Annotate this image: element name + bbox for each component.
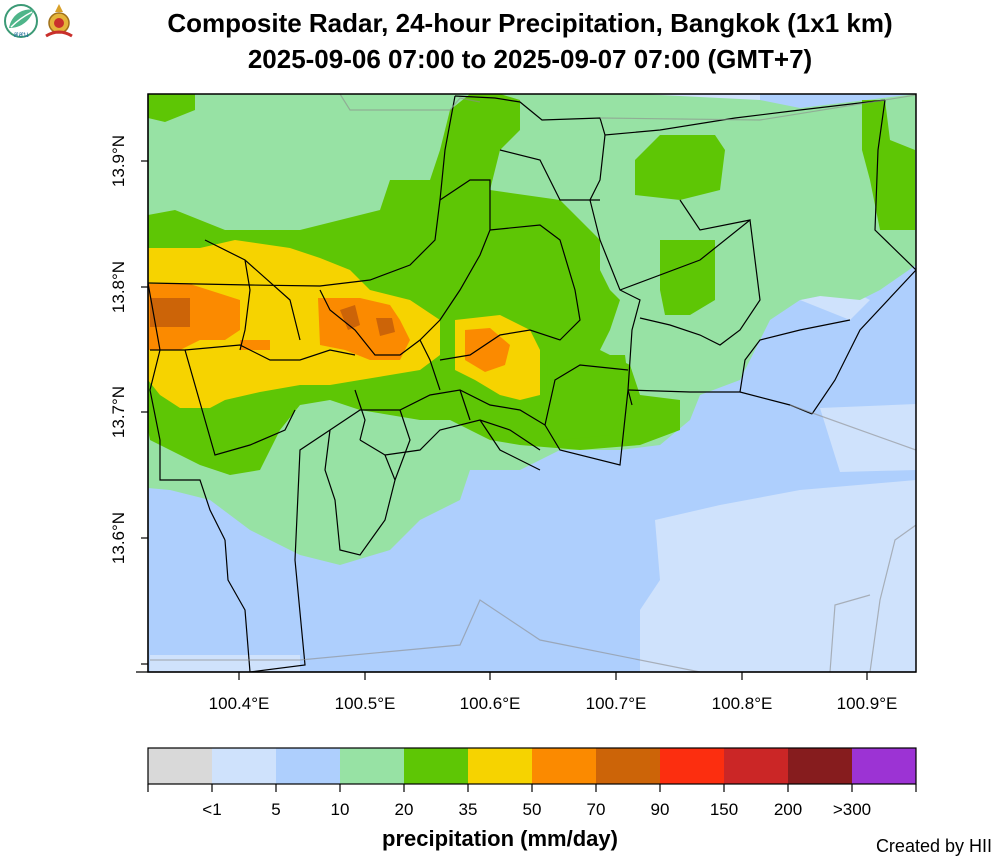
- x-tick-100-4: 100.4°E: [208, 694, 270, 713]
- x-tick-100-5: 100.5°E: [334, 694, 396, 713]
- colorbar-swatch: [660, 748, 724, 784]
- colorbar-label: <1: [202, 800, 222, 819]
- colorbar-title: precipitation (mm/day): [382, 826, 618, 851]
- colorbar-swatch: [852, 748, 916, 784]
- map-title: Composite Radar, 24-hour Precipitation, …: [167, 8, 893, 38]
- colorbar-label: 20: [394, 800, 414, 819]
- colorbar-swatch: [788, 748, 852, 784]
- colorbar-label: >300: [832, 800, 872, 819]
- colorbar: [147, 747, 917, 792]
- colorbar-swatch: [148, 748, 212, 784]
- colorbar-swatch: [724, 748, 788, 784]
- colorbar-swatch: [596, 748, 660, 784]
- y-tick-13-8: 13.8°N: [109, 260, 129, 314]
- colorbar-swatch: [276, 748, 340, 784]
- x-tick-100-6: 100.6°E: [459, 694, 521, 713]
- map-subtitle: 2025-09-06 07:00 to 2025-09-07 07:00 (GM…: [247, 44, 813, 74]
- y-tick-13-7: 13.7°N: [109, 385, 129, 439]
- rain-field-orange: [148, 284, 510, 372]
- colorbar-label: 10: [330, 800, 350, 819]
- rain-field-dark-orange: [150, 298, 395, 336]
- colorbar-label: 50: [522, 800, 542, 819]
- y-tick-13-9: 13.9°N: [109, 134, 129, 188]
- x-tick-100-9: 100.9°E: [836, 694, 898, 713]
- x-tick-100-7: 100.7°E: [585, 694, 647, 713]
- colorbar-swatch: [404, 748, 468, 784]
- svg-text:สสน: สสน: [13, 30, 29, 39]
- colorbar-swatch: [212, 748, 276, 784]
- credit-text: Created by HII: [875, 836, 992, 856]
- colorbar-swatch: [340, 748, 404, 784]
- colorbar-swatch: [468, 748, 532, 784]
- colorbar-label: 150: [709, 800, 739, 819]
- y-tick-13-6: 13.6°N: [109, 511, 129, 565]
- colorbar-swatch: [532, 748, 596, 784]
- colorbar-label: 35: [458, 800, 478, 819]
- colorbar-label: 200: [773, 800, 803, 819]
- x-tick-100-8: 100.8°E: [711, 694, 773, 713]
- royal-emblem-logo: [40, 2, 78, 40]
- x-axis: [136, 671, 916, 680]
- colorbar-label: 70: [586, 800, 606, 819]
- colorbar-label: 5: [271, 800, 281, 819]
- agency-leaf-logo: สสน: [2, 2, 40, 40]
- district-boundaries: [148, 95, 916, 672]
- colorbar-label: 90: [650, 800, 670, 819]
- province-boundaries: [150, 94, 916, 672]
- y-axis: [141, 94, 149, 672]
